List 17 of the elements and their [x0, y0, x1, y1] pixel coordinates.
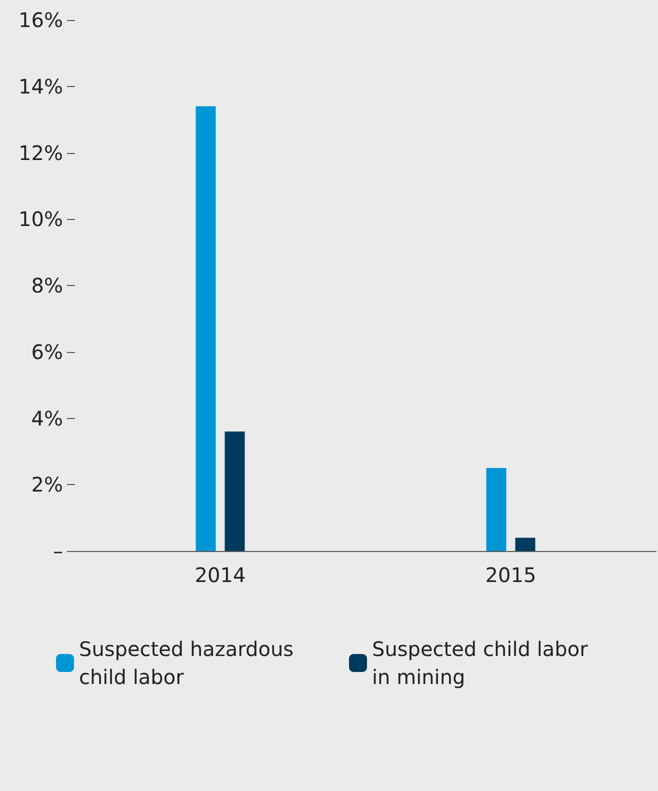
- legend-label: Suspected hazardous child labor: [79, 637, 300, 689]
- bar: [224, 432, 245, 551]
- bar: [196, 106, 216, 551]
- bar: [515, 538, 536, 551]
- y-tick-label: 12%: [18, 140, 63, 165]
- y-tick-label: 6%: [31, 340, 63, 364]
- y-tick-label: 4%: [31, 406, 63, 430]
- x-tick-label: 2014: [194, 563, 246, 587]
- y-tick-label: 10%: [18, 207, 63, 232]
- y-tick-label: 2%: [31, 472, 63, 497]
- y-tick-label: 8%: [31, 274, 63, 298]
- y-tick-label: 14%: [18, 74, 63, 98]
- x-tick-label: 2015: [485, 563, 536, 587]
- y-tick-label: 16%: [18, 8, 63, 32]
- legend-label: Suspected child labor in mining: [372, 637, 594, 689]
- y-tick-label: –: [53, 539, 63, 563]
- bar: [486, 468, 506, 551]
